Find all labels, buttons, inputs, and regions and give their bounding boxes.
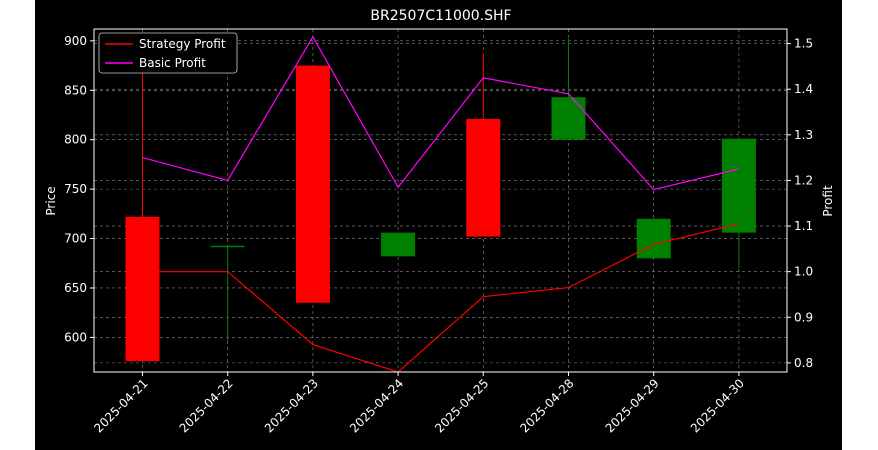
price-tick-label: 850 [64,83,87,97]
profit-lines [142,35,740,373]
price-axis: 600 650 700 750 800 850 900 [64,34,94,344]
legend-box [98,32,238,74]
profit-tick-label: 1.2 [794,173,813,187]
candle-body [636,218,671,259]
price-tick-label: 600 [64,330,87,344]
price-tick-label: 900 [64,34,87,48]
date-tick-label: 2025-04-28 [517,376,576,435]
basic-profit-line [142,35,740,191]
grid-lines [94,29,787,372]
candlesticks [125,38,756,362]
profit-tick-label: 0.8 [794,356,813,370]
candle-body [721,138,756,233]
date-tick-label: 2025-04-30 [688,376,747,435]
price-tick-label: 800 [64,133,87,147]
candle-body [466,118,501,237]
profit-tick-label: 1.5 [794,37,813,51]
price-tick-label: 700 [64,232,87,246]
strategy-profit-line [142,223,740,373]
date-axis: 2025-04-21 2025-04-22 2025-04-23 2025-04-24… [91,372,747,435]
date-tick-label: 2025-04-29 [603,376,662,435]
candle-body [381,232,416,257]
date-tick-label: 2025-04-25 [432,376,491,435]
profit-axis-label: Profit [821,185,835,217]
profit-tick-label: 1.1 [794,219,813,233]
chart-title: BR2507C11000.SHF [370,8,511,24]
chart-svg: BR2507C11000.SHF 600 650 700 750 800 850 900 0… [44,8,835,435]
legend-label-basic: Basic Profit [139,56,206,70]
legend-label-strategy: Strategy Profit [139,37,226,51]
candle-body [295,65,330,303]
profit-tick-label: 1.3 [794,128,813,142]
profit-axis: 0.8 0.9 1.0 1.1 1.2 1.3 1.4 1.5 [787,37,813,370]
candle-body [125,216,160,362]
plot-frame [93,28,788,373]
chart-figure: BR2507C11000.SHF 600 650 700 750 800 850 900 0… [35,0,842,450]
date-tick-label: 2025-04-22 [177,376,236,435]
profit-tick-label: 0.9 [794,310,813,324]
price-tick-label: 650 [64,281,87,295]
price-tick-label: 750 [64,182,87,196]
legend: Strategy Profit Basic Profit [98,32,238,74]
date-tick-label: 2025-04-21 [91,376,150,435]
candle-body [551,97,586,140]
date-tick-label: 2025-04-24 [347,376,406,435]
date-tick-label: 2025-04-23 [262,376,321,435]
profit-tick-label: 1.0 [794,265,813,279]
profit-tick-label: 1.4 [794,82,813,96]
price-axis-label: Price [44,186,58,215]
